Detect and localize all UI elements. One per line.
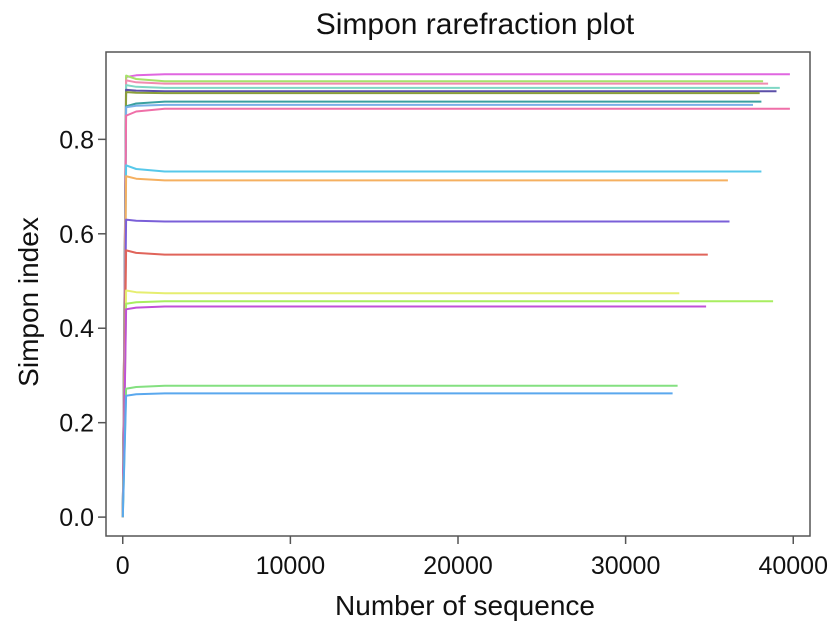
series-line-6 bbox=[121, 91, 760, 518]
x-tick-label: 0 bbox=[116, 552, 130, 580]
y-axis-label: Simpon index bbox=[13, 217, 44, 387]
y-tick-label: 0.6 bbox=[59, 221, 94, 249]
series-line-2 bbox=[121, 74, 764, 518]
series-line-14 bbox=[121, 289, 680, 518]
x-axis: 0 10000 20000 30000 40000 bbox=[116, 536, 828, 580]
series-line-17 bbox=[121, 384, 678, 518]
series-line-7 bbox=[121, 100, 762, 518]
series-line-9 bbox=[121, 107, 790, 518]
series-line-11 bbox=[121, 175, 728, 518]
y-tick-label: 0.4 bbox=[59, 315, 94, 343]
y-tick-label: 0.0 bbox=[59, 504, 94, 532]
chart-title: Simpon rarefraction plot bbox=[316, 8, 635, 41]
series-line-5 bbox=[121, 88, 777, 518]
y-tick-label: 0.8 bbox=[59, 126, 94, 154]
x-tick-label: 20000 bbox=[423, 552, 493, 580]
series-line-10 bbox=[121, 164, 762, 518]
y-axis: 0.0 0.2 0.4 0.6 0.8 bbox=[59, 126, 106, 532]
series-line-3 bbox=[121, 79, 769, 518]
x-tick-label: 30000 bbox=[591, 552, 661, 580]
x-tick-label: 40000 bbox=[758, 552, 828, 580]
series-line-18 bbox=[121, 392, 673, 518]
series-line-8 bbox=[121, 103, 753, 518]
y-tick-label: 0.2 bbox=[59, 410, 94, 438]
x-tick-label: 10000 bbox=[256, 552, 326, 580]
series-line-15 bbox=[121, 300, 774, 518]
series-line-13 bbox=[121, 249, 708, 518]
x-axis-label: Number of sequence bbox=[335, 590, 595, 621]
series-line-1 bbox=[121, 73, 790, 518]
series-line-16 bbox=[121, 305, 707, 518]
series-line-12 bbox=[121, 218, 730, 518]
series-group bbox=[121, 73, 790, 518]
